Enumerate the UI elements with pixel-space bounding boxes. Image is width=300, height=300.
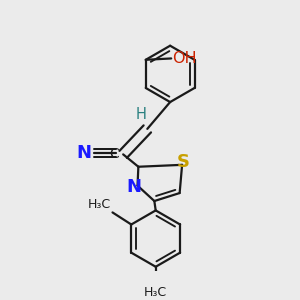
Text: H₃C: H₃C [144,286,167,299]
Text: OH: OH [172,51,197,66]
Text: S: S [177,153,190,171]
Text: H: H [135,107,146,122]
Text: N: N [127,178,142,196]
Text: H₃C: H₃C [88,198,111,211]
Text: C: C [110,147,119,161]
Text: N: N [76,144,92,162]
